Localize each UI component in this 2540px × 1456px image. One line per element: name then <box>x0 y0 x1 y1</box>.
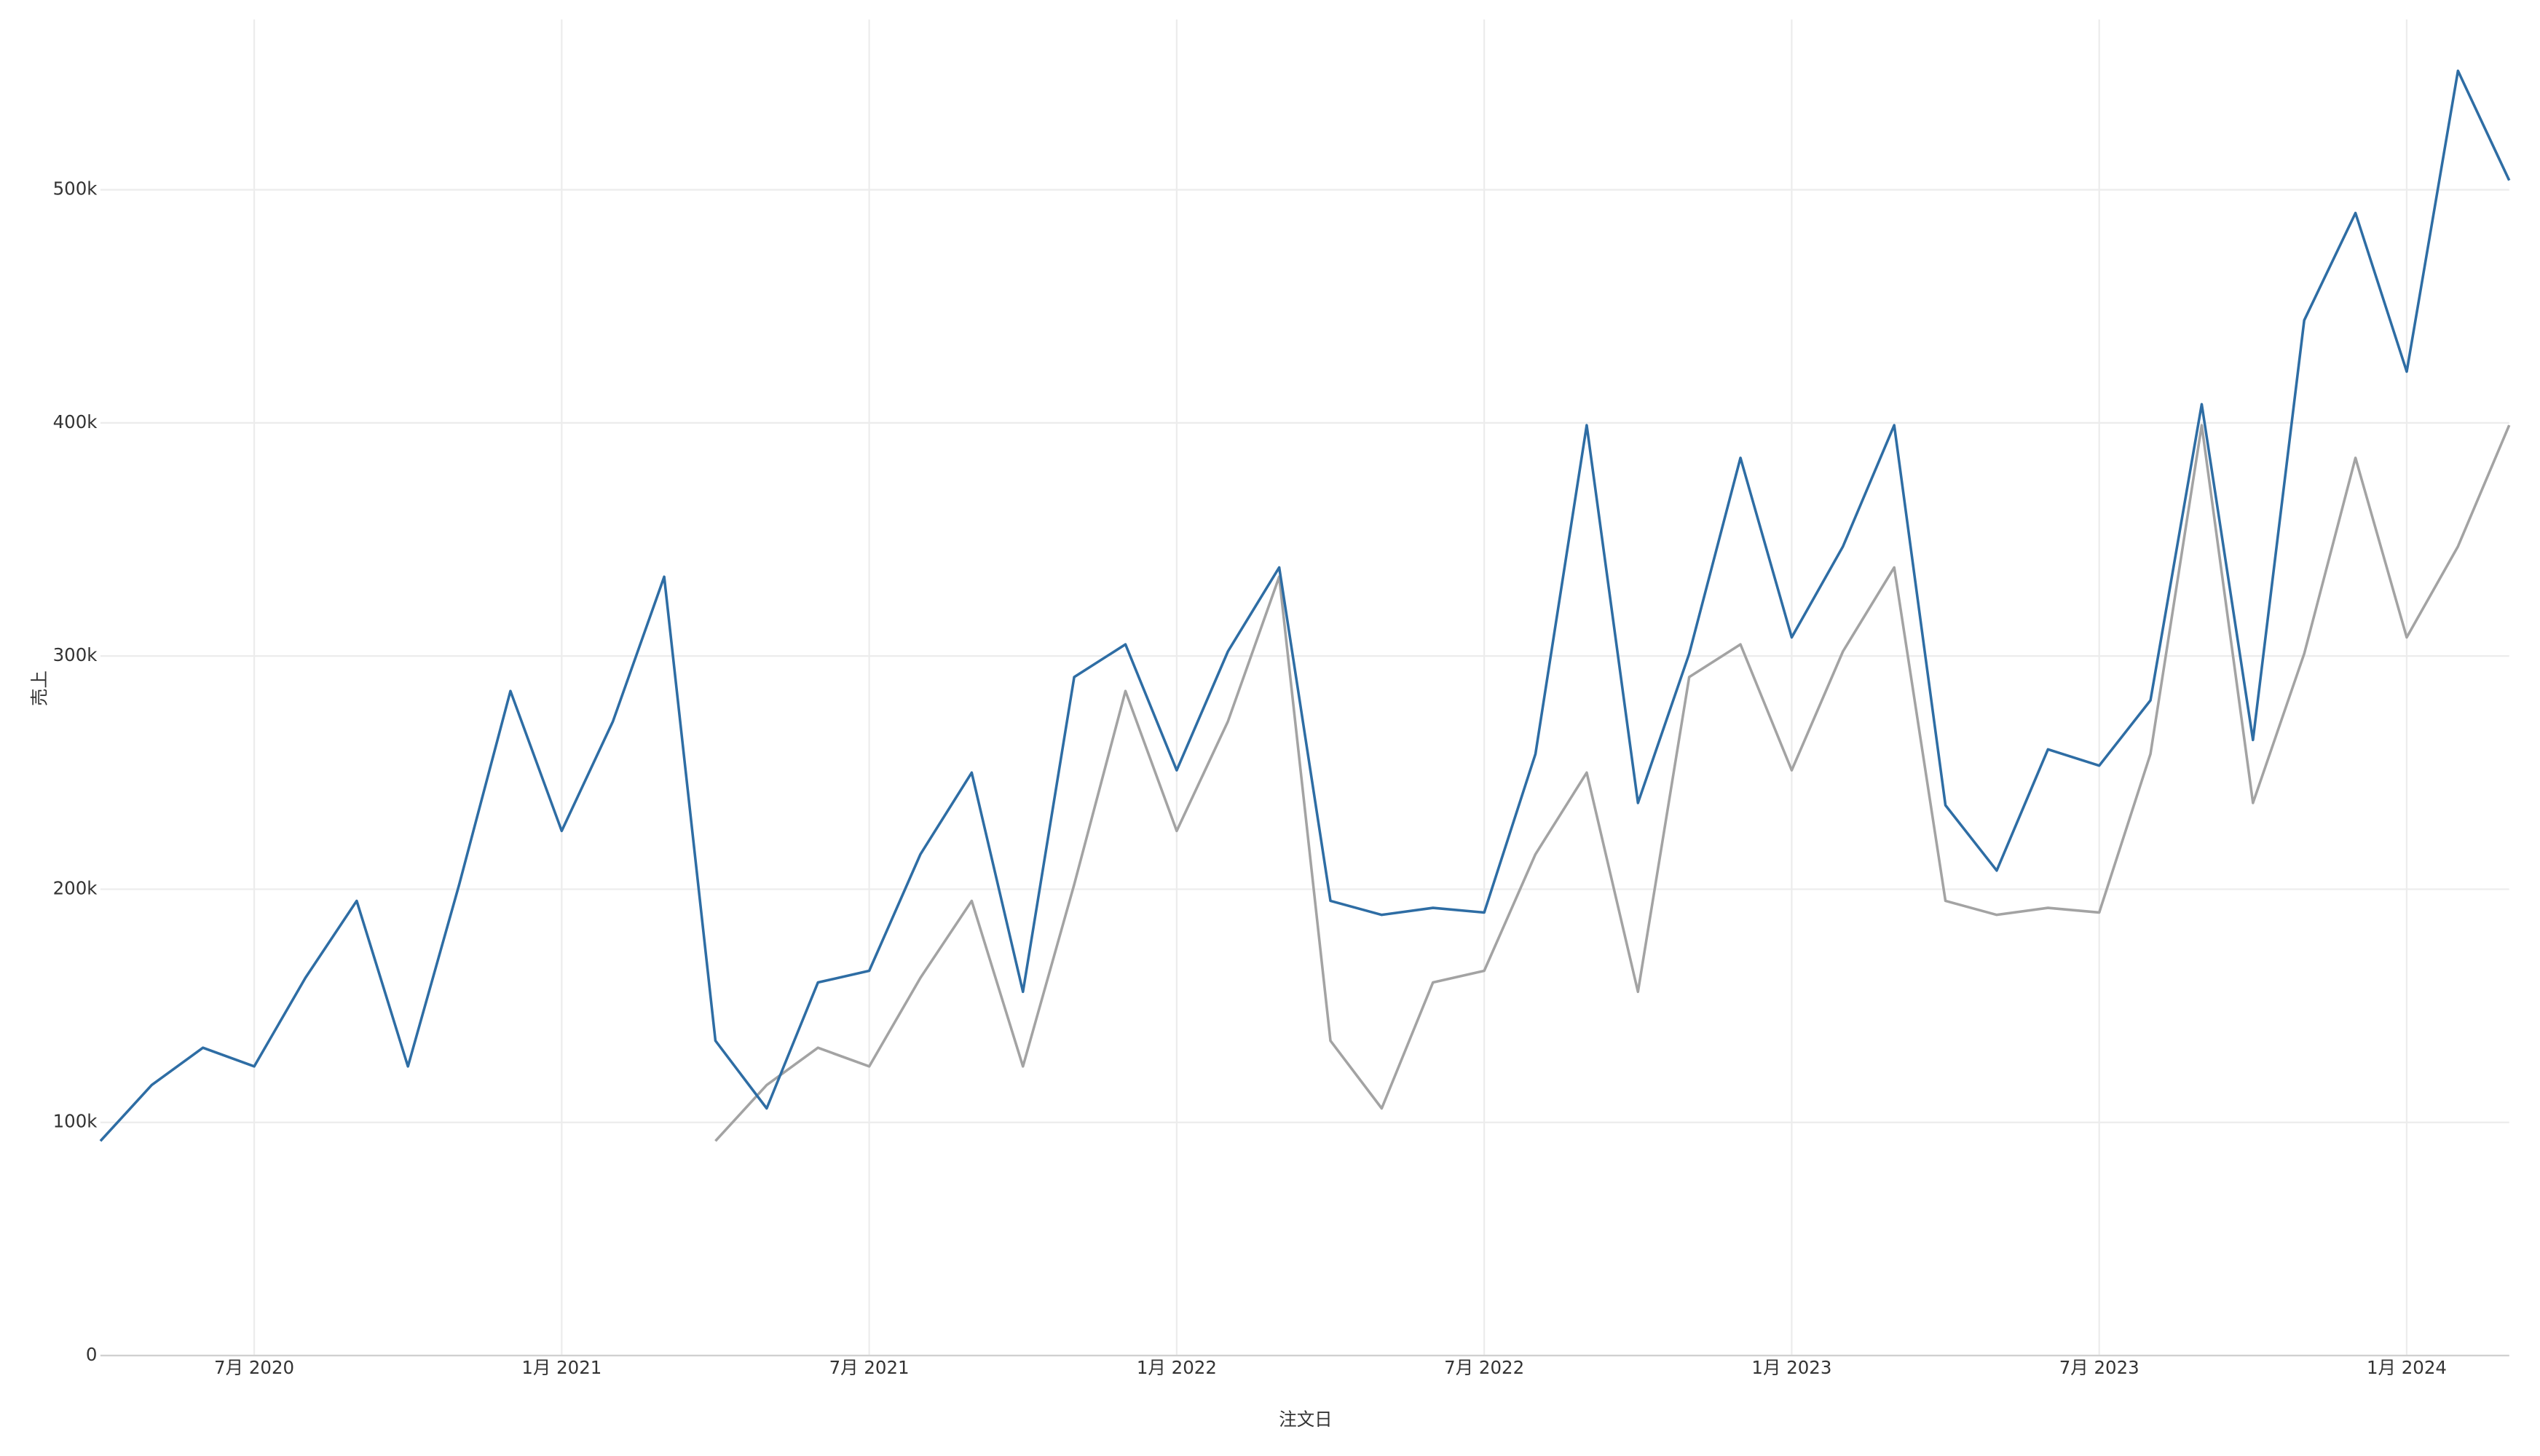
y-tick-label: 200k <box>53 877 98 898</box>
y-axis-label: 売上 <box>29 670 50 706</box>
x-axis-label: 注文日 <box>1279 1409 1332 1430</box>
y-tick-label: 0 <box>86 1344 98 1365</box>
x-tick-label: 7月 2023 <box>2059 1357 2139 1378</box>
y-tick-label: 300k <box>53 644 98 665</box>
x-tick-label: 1月 2022 <box>1137 1357 1217 1378</box>
x-tick-label: 7月 2022 <box>1444 1357 1524 1378</box>
y-tick-label: 400k <box>53 411 98 432</box>
y-tick-label: 100k <box>53 1111 98 1132</box>
x-tick-label: 1月 2023 <box>1751 1357 1831 1378</box>
x-tick-label: 1月 2024 <box>2367 1357 2447 1378</box>
y-tick-label: 500k <box>53 178 98 199</box>
series-line <box>714 424 2511 1142</box>
x-tick-label: 7月 2020 <box>214 1357 294 1378</box>
x-tick-label: 1月 2021 <box>521 1357 602 1378</box>
x-tick-label: 7月 2021 <box>829 1357 910 1378</box>
series-line <box>99 69 2511 1142</box>
